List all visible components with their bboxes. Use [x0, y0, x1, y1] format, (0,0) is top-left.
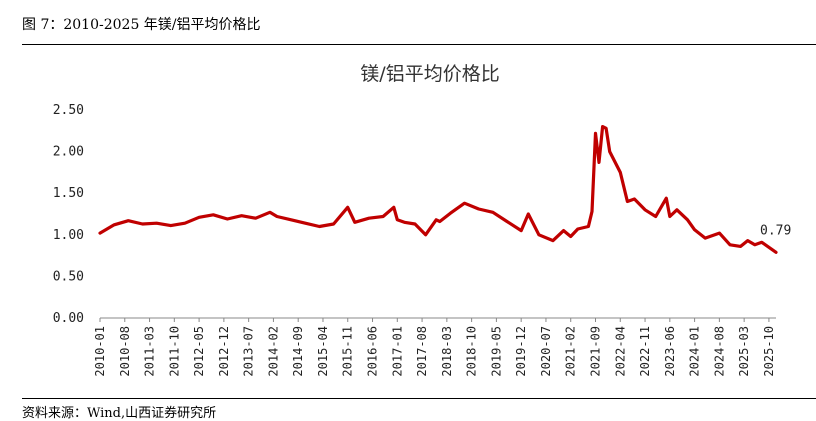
x-tick-label: 2015-11: [341, 326, 355, 377]
x-tick-label: 2012-05: [192, 326, 206, 377]
x-tick-label: 2024-08: [712, 326, 726, 377]
x-tick-label: 2017-01: [390, 326, 404, 377]
y-tick-label: 2.00: [53, 145, 84, 160]
x-tick-label: 2016-06: [366, 326, 380, 377]
plot-area: 0.79: [98, 124, 791, 254]
bottom-rule: [22, 398, 816, 399]
x-tick-label: 2015-04: [316, 326, 330, 377]
x-tick-label: 2025-10: [762, 326, 776, 377]
x-tick-label: 2019-05: [489, 326, 503, 377]
chart-title: 镁/铝平均价格比: [360, 63, 499, 85]
x-tick-label: 2011-03: [143, 326, 157, 377]
y-tick-label: 2.50: [53, 103, 84, 118]
x-tick-label: 2022-04: [613, 326, 627, 377]
x-tick-label: 2020-07: [539, 326, 553, 377]
y-tick-label: 0.50: [53, 269, 84, 284]
x-tick-label: 2018-10: [465, 326, 479, 377]
top-rule: [22, 44, 816, 45]
x-tick-label: 2022-11: [638, 326, 652, 377]
x-tick-label: 2021-09: [588, 326, 602, 377]
x-tick-label: 2025-03: [737, 326, 751, 377]
y-tick-label: 1.50: [53, 186, 84, 201]
x-tick-label: 2014-02: [266, 326, 280, 377]
x-tick-label: 2021-02: [564, 326, 578, 377]
x-tick-label: 2010-08: [118, 326, 132, 377]
x-axis: 2010-01 2010-08 2011-03 2011-10 2012-05 2012-…: [93, 317, 776, 377]
x-tick-label: 2018-03: [440, 326, 454, 377]
series-line: [98, 124, 778, 254]
x-tick-label: 2010-01: [93, 326, 107, 377]
x-tick-label: 2017-08: [415, 326, 429, 377]
x-tick-label: 2014-09: [291, 326, 305, 377]
source-note: 资料来源：Wind,山西证券研究所: [22, 406, 217, 421]
figure-caption: 图 7：2010-2025 年镁/铝平均价格比: [22, 17, 261, 33]
x-tick-label: 2012-12: [217, 326, 231, 377]
y-axis: 0.00 0.50 1.00 1.50 2.00 2.50: [53, 103, 84, 326]
x-tick-label: 2019-12: [514, 326, 528, 377]
last-value-label: 0.79: [760, 223, 791, 238]
x-tick-label: 2024-01: [688, 326, 702, 377]
x-tick-label: 2011-10: [167, 326, 181, 377]
x-tick-label: 2023-06: [663, 326, 677, 377]
line-chart: 镁/铝平均价格比 0.00 0.50 1.00 1.50 2.00 2.50 2010-0…: [53, 63, 792, 377]
y-tick-label: 0.00: [53, 311, 84, 326]
x-tick-label: 2013-07: [242, 326, 256, 377]
y-tick-label: 1.00: [53, 228, 84, 243]
